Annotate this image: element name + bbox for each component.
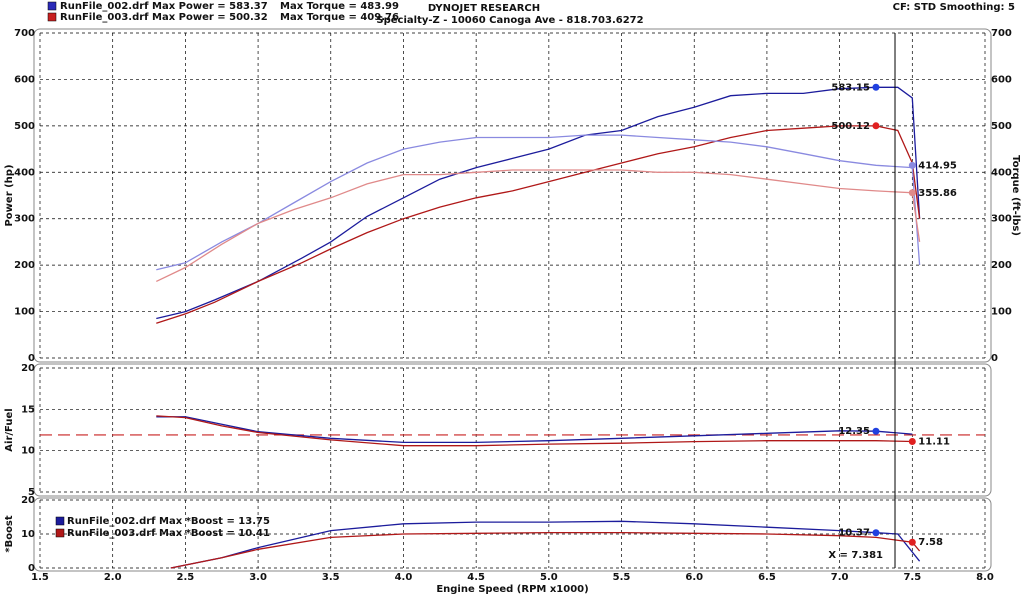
y2-tick-label: 400 [991, 167, 1012, 178]
y-tick-label: 15 [21, 404, 35, 415]
marker-label: 500.12 [831, 121, 870, 132]
x-tick-label: 5.5 [613, 572, 631, 583]
y-tick-label: 0 [28, 353, 35, 364]
y-tick-label: 10 [21, 446, 35, 457]
marker [908, 161, 916, 169]
panel-frame [33, 28, 992, 363]
legend-entry: RunFile_003.drf Max *Boost = 10.41 [67, 528, 270, 539]
legend-power: RunFile_002.drf Max Power = 583.37 [60, 1, 268, 12]
x-tick-label: 4.5 [467, 572, 485, 583]
x-tick-label: 7.5 [903, 572, 921, 583]
legend-swatch [47, 12, 57, 22]
x-tick-label: 3.5 [322, 572, 340, 583]
y2-tick-label: 500 [991, 121, 1012, 132]
marker [908, 189, 916, 197]
x-tick-label: 2.5 [177, 572, 195, 583]
y2-tick-label: 0 [991, 353, 998, 364]
x-tick-label: 2.0 [104, 572, 122, 583]
settings: CF: STD Smoothing: 5 [893, 2, 1015, 13]
x-tick-label: 1.5 [31, 572, 49, 583]
x-tick-label: 5.0 [540, 572, 558, 583]
legend-entry: RunFile_002.drf Max *Boost = 13.75 [67, 516, 270, 527]
x-tick-label: 6.0 [685, 572, 703, 583]
legend-swatch [55, 528, 65, 538]
series-line [170, 531, 921, 569]
x-axis-label: Engine Speed (RPM x1000) [436, 584, 588, 595]
y2-tick-label: 600 [991, 74, 1012, 85]
series-line [170, 520, 921, 569]
marker [872, 427, 880, 435]
marker [872, 529, 880, 537]
series-line [156, 169, 921, 282]
y-tick-label: 5 [28, 487, 35, 498]
legend-power: RunFile_003.drf Max Power = 500.32 [60, 12, 268, 23]
panel-frame [33, 497, 992, 572]
y-tick-label: 200 [14, 260, 35, 271]
y-tick-label: 10 [21, 529, 35, 540]
legend-torque: Max Torque = 409.76 [280, 12, 399, 23]
marker-label: 12.35 [838, 426, 870, 437]
x-tick-label: 7.0 [831, 572, 849, 583]
marker [872, 122, 880, 130]
y-axis-label: Air/Fuel [4, 408, 15, 451]
y-tick-label: 500 [14, 121, 35, 132]
series-line [156, 416, 913, 444]
panel-frame [33, 363, 992, 497]
series-line [156, 415, 913, 447]
y2-tick-label: 300 [991, 214, 1012, 225]
marker-label: 7.58 [918, 537, 943, 548]
y-tick-label: 300 [14, 214, 35, 225]
y-tick-label: 400 [14, 167, 35, 178]
marker-label: 11.11 [918, 436, 950, 447]
y-tick-label: 20 [21, 495, 35, 506]
marker [908, 437, 916, 445]
series-line [156, 86, 921, 320]
y2-tick-label: 200 [991, 260, 1012, 271]
y-tick-label: 600 [14, 74, 35, 85]
marker-label: 583.15 [831, 82, 870, 93]
title: DYNOJET RESEARCH [428, 3, 540, 14]
y-tick-label: 700 [14, 28, 35, 39]
x-tick-label: 3.0 [249, 572, 267, 583]
marker [908, 538, 916, 546]
marker-label: 10.37 [838, 528, 870, 539]
y-tick-label: 100 [14, 307, 35, 318]
y2-axis-label: Torque (ft-lbs) [1010, 155, 1021, 236]
legend-swatch [55, 516, 65, 526]
marker [872, 83, 880, 91]
x-tick-label: 4.0 [395, 572, 413, 583]
y-axis-label: Power (hp) [4, 164, 15, 226]
marker-label: 414.95 [918, 160, 957, 171]
series-line [156, 134, 921, 271]
legend-swatch [47, 1, 57, 11]
y2-tick-label: 100 [991, 307, 1012, 318]
series-line [156, 125, 921, 324]
cursor-label: X = 7.381 [828, 550, 883, 561]
y-axis-label: *Boost [4, 515, 15, 553]
legend-torque: Max Torque = 483.99 [280, 1, 399, 12]
y-tick-label: 0 [28, 563, 35, 574]
marker-label: 355.86 [918, 188, 957, 199]
y2-tick-label: 700 [991, 28, 1012, 39]
y-tick-label: 20 [21, 363, 35, 374]
subtitle: Specialty-Z - 10060 Canoga Ave - 818.703… [376, 15, 643, 26]
x-tick-label: 8.0 [976, 572, 994, 583]
x-tick-label: 6.5 [758, 572, 776, 583]
